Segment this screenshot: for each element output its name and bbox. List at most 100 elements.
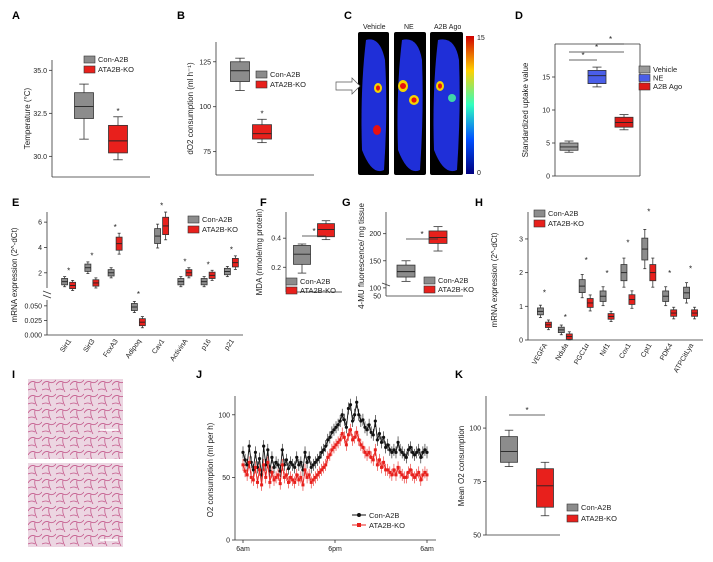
box-con-a2b bbox=[396, 260, 416, 282]
data-point bbox=[363, 425, 367, 429]
data-point bbox=[257, 457, 262, 461]
data-point bbox=[410, 450, 415, 454]
data-point bbox=[388, 448, 392, 452]
legend-label: ATA2B-KO bbox=[300, 286, 336, 295]
data-point bbox=[367, 423, 371, 427]
data-point bbox=[336, 423, 340, 427]
y-tick-label: 50 bbox=[473, 533, 481, 540]
data-point bbox=[311, 463, 315, 467]
data-point bbox=[342, 418, 346, 422]
legend-label: Con-A2B bbox=[548, 209, 578, 218]
x-tick-label: ATPCitLya bbox=[673, 342, 695, 374]
box-con-a2b bbox=[130, 300, 138, 314]
box-ata2b-ko bbox=[536, 461, 554, 517]
data-point bbox=[365, 453, 369, 457]
data-point bbox=[251, 478, 255, 482]
legend-marker bbox=[357, 523, 361, 527]
data-point bbox=[328, 435, 332, 439]
data-point bbox=[247, 460, 251, 464]
significance-star: * bbox=[606, 269, 609, 278]
data-point bbox=[299, 460, 303, 464]
legend-marker bbox=[357, 513, 361, 517]
data-point bbox=[411, 473, 415, 477]
data-point bbox=[258, 468, 262, 472]
data-point bbox=[359, 443, 363, 447]
data-point bbox=[315, 473, 319, 477]
y-tick-label: 100 bbox=[469, 426, 481, 433]
y-axis-label: Mean O2 consumption bbox=[457, 426, 466, 507]
legend-label: ATA2B-KO bbox=[98, 65, 134, 74]
colorbar-tick: 15 bbox=[477, 35, 485, 42]
significance-star: * bbox=[609, 35, 612, 44]
data-point bbox=[309, 465, 313, 469]
data-point bbox=[415, 450, 419, 454]
data-point bbox=[301, 483, 305, 487]
y-tick-label: 100 bbox=[199, 104, 211, 111]
data-point bbox=[264, 475, 268, 479]
data-point bbox=[390, 450, 394, 454]
scan-label: Vehicle bbox=[363, 24, 386, 31]
data-point bbox=[247, 444, 251, 448]
y-tick-label: 0.4 bbox=[271, 236, 281, 243]
box-con-a2b bbox=[620, 257, 628, 288]
data-point bbox=[276, 463, 280, 467]
significance-star: * bbox=[160, 201, 163, 210]
data-point bbox=[295, 473, 299, 477]
data-point bbox=[243, 469, 247, 473]
legend-swatch bbox=[187, 225, 200, 234]
panel-label-i: I bbox=[12, 369, 15, 381]
box-ata2b-ko bbox=[138, 316, 146, 329]
data-point bbox=[351, 438, 355, 442]
box-con-a2b bbox=[578, 274, 586, 299]
data-point bbox=[369, 455, 373, 459]
x-tick-label: 6am bbox=[420, 546, 434, 553]
box-body bbox=[317, 223, 335, 238]
data-point bbox=[249, 475, 253, 479]
data-point bbox=[328, 453, 332, 457]
data-point bbox=[284, 473, 288, 477]
legend-label: ATA2B-KO bbox=[548, 219, 584, 228]
data-point bbox=[255, 480, 259, 484]
box-body bbox=[293, 245, 311, 265]
y-axis-label: Standardized uptake value bbox=[521, 62, 530, 157]
series-line-con-a2b bbox=[242, 402, 428, 475]
data-point bbox=[355, 430, 359, 434]
data-point bbox=[344, 443, 348, 447]
box-con-a2b bbox=[599, 286, 607, 307]
box-ata2b-ko bbox=[317, 220, 335, 241]
panel-label-e: E bbox=[12, 197, 19, 209]
data-point bbox=[381, 435, 386, 439]
data-point bbox=[334, 425, 338, 429]
significance-star: * bbox=[564, 313, 567, 322]
data-point bbox=[373, 448, 377, 452]
data-point bbox=[338, 438, 342, 442]
data-point bbox=[349, 428, 353, 432]
y-tick-label: 0.000 bbox=[24, 333, 42, 340]
box-con-a2b bbox=[662, 286, 670, 307]
data-point bbox=[299, 475, 303, 479]
legend-swatch bbox=[83, 55, 96, 64]
legend-swatch bbox=[285, 277, 298, 286]
legend-swatch bbox=[566, 503, 579, 512]
data-point bbox=[417, 448, 421, 452]
data-point bbox=[336, 440, 340, 444]
legend-swatch bbox=[423, 276, 436, 285]
data-point bbox=[398, 448, 402, 452]
data-point bbox=[270, 470, 274, 474]
data-point bbox=[346, 433, 350, 437]
data-point bbox=[402, 453, 406, 457]
y-tick-label: 30.0 bbox=[33, 154, 47, 161]
data-point bbox=[384, 468, 388, 472]
data-point bbox=[334, 443, 338, 447]
legend-label: NE bbox=[653, 74, 663, 83]
data-point bbox=[361, 418, 365, 422]
y-tick-label: 200 bbox=[369, 231, 381, 238]
panel-label-a: A bbox=[12, 10, 20, 22]
y-tick-label: 35.0 bbox=[33, 68, 47, 75]
x-tick-label: PDK4 bbox=[659, 342, 674, 361]
y-axis-label: O2 consumption (ml per h) bbox=[206, 422, 215, 517]
x-tick-label: Sirt3 bbox=[83, 338, 97, 354]
significance-star: * bbox=[626, 238, 629, 247]
data-point bbox=[390, 473, 394, 477]
